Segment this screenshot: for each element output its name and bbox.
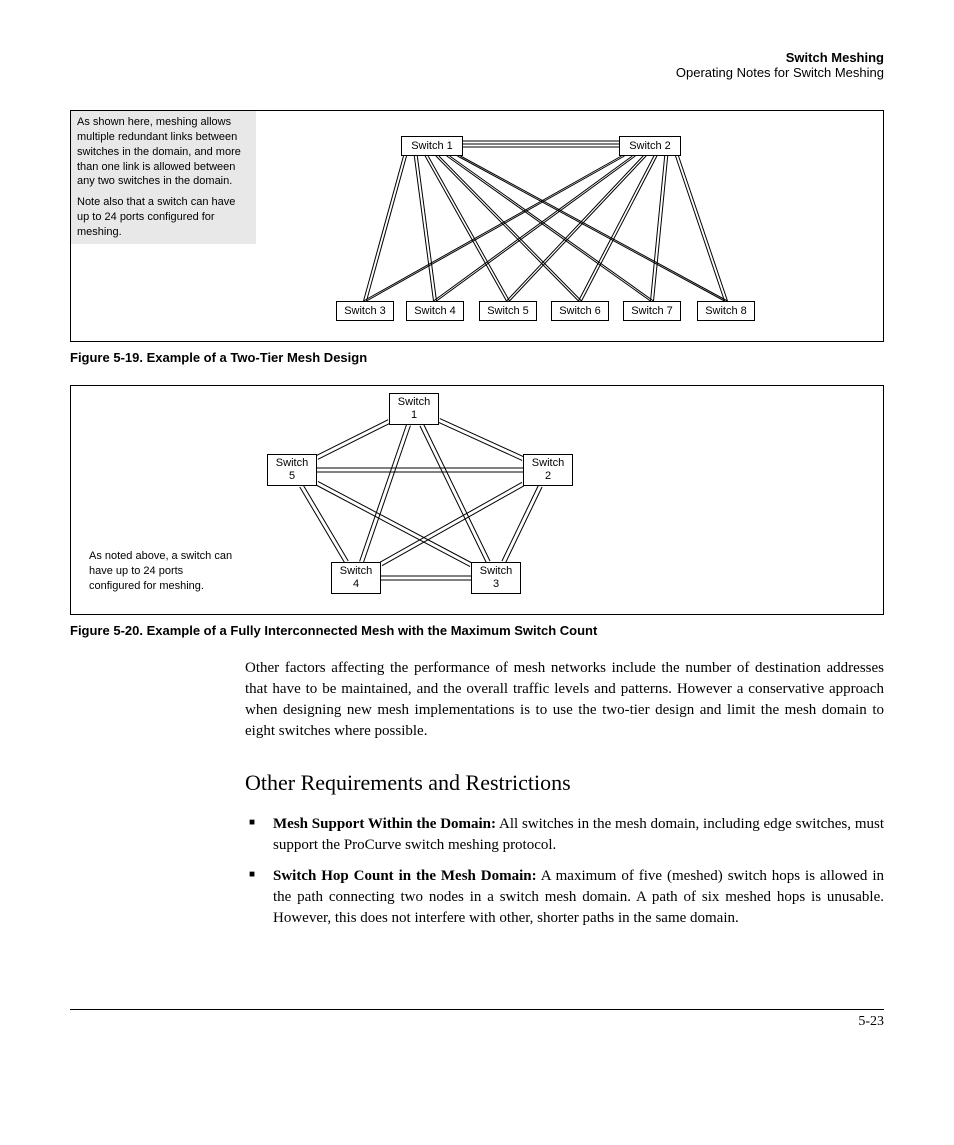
page-footer: 5-23 — [70, 1009, 884, 1030]
switch-node: Switch 6 — [551, 301, 609, 321]
switch-node: Switch 2 — [619, 136, 681, 156]
section-heading: Other Requirements and Restrictions — [245, 770, 884, 796]
switch-node: Switch 4 — [331, 562, 381, 594]
bullet-title: Mesh Support Within the Domain: — [273, 816, 496, 832]
switch-node: Switch 5 — [479, 301, 537, 321]
switch-node: Switch 4 — [406, 301, 464, 321]
switch-node: Switch 5 — [267, 454, 317, 486]
switch-node: Switch 3 — [336, 301, 394, 321]
page-number: 5-23 — [858, 1014, 884, 1029]
figure-1-box: As shown here, meshing allows multiple r… — [70, 110, 884, 342]
figure-1-lines — [71, 111, 881, 341]
bullet-list: Mesh Support Within the Domain: All swit… — [245, 814, 884, 929]
figure-2-box: As noted above, a switch can have up to … — [70, 385, 884, 615]
switch-node: Switch 8 — [697, 301, 755, 321]
switch-node: Switch 7 — [623, 301, 681, 321]
figure-1-caption: Figure 5-19. Example of a Two-Tier Mesh … — [70, 350, 884, 365]
header-subtitle: Operating Notes for Switch Meshing — [70, 65, 884, 80]
bullet-item: Switch Hop Count in the Mesh Domain: A m… — [245, 866, 884, 929]
switch-node: Switch 2 — [523, 454, 573, 486]
bullet-title: Switch Hop Count in the Mesh Domain: — [273, 868, 537, 884]
switch-node: Switch 1 — [389, 393, 439, 425]
switch-node: Switch 3 — [471, 562, 521, 594]
header-title: Switch Meshing — [70, 50, 884, 65]
figure-2-lines — [71, 386, 831, 614]
switch-node: Switch 1 — [401, 136, 463, 156]
figure-2-caption: Figure 5-20. Example of a Fully Intercon… — [70, 623, 884, 638]
body-paragraph: Other factors affecting the performance … — [245, 658, 884, 742]
bullet-item: Mesh Support Within the Domain: All swit… — [245, 814, 884, 856]
page-header: Switch Meshing Operating Notes for Switc… — [70, 50, 884, 80]
